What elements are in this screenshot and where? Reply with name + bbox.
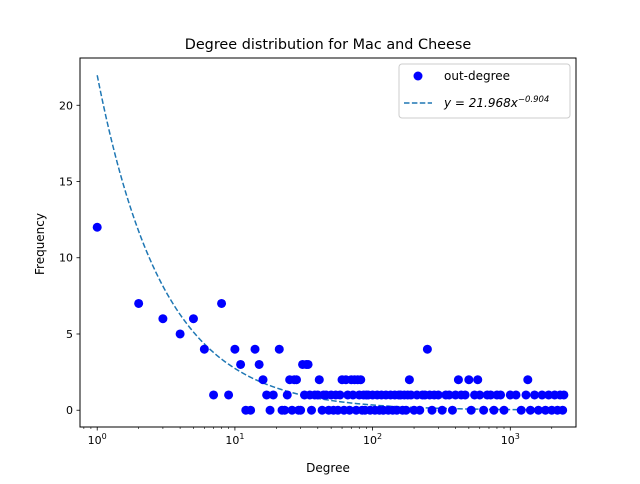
data-point-3 [175, 329, 185, 339]
data-point-0 [92, 222, 102, 232]
data-point-16 [262, 390, 272, 400]
data-point-94 [433, 390, 443, 400]
x-tick-base-1: 10 [225, 434, 239, 447]
data-point-104 [466, 405, 476, 415]
data-point-37 [314, 375, 324, 385]
data-point-110 [486, 390, 496, 400]
data-point-119 [523, 375, 533, 385]
data-point-113 [496, 390, 506, 400]
data-point-97 [444, 390, 454, 400]
legend-marker-out-degree [413, 71, 423, 81]
data-point-130 [558, 405, 568, 415]
x-tick-label-3: 103 [501, 432, 520, 447]
data-point-92 [427, 405, 437, 415]
data-point-24 [287, 405, 297, 415]
data-point-2 [158, 314, 168, 324]
data-point-106 [473, 375, 483, 385]
data-point-58 [356, 375, 366, 385]
x-tick-exp-2: 2 [377, 432, 382, 441]
data-point-18 [268, 390, 278, 400]
axes-frame [79, 57, 577, 428]
data-point-28 [296, 405, 306, 415]
data-point-38 [317, 405, 327, 415]
data-point-116 [511, 390, 521, 400]
data-point-6 [209, 390, 219, 400]
legend-label-fit-exponent: −0.904 [518, 95, 549, 105]
y-tick-label-2: 10 [59, 252, 73, 265]
data-point-46 [335, 390, 345, 400]
data-point-122 [533, 405, 543, 415]
data-point-103 [464, 375, 474, 385]
legend-label-fit-line: y = 21.968x−0.904 [443, 95, 549, 110]
data-point-32 [303, 359, 313, 369]
data-point-95 [437, 405, 447, 415]
data-point-90 [422, 344, 432, 354]
y-tick-label-0: 0 [66, 404, 73, 417]
x-tick-label-1: 101 [225, 432, 244, 447]
legend-label-out-degree: out-degree [444, 69, 510, 83]
data-point-5 [199, 344, 209, 354]
data-point-22 [282, 390, 292, 400]
data-point-9 [230, 344, 240, 354]
data-point-1 [134, 298, 144, 308]
data-point-114 [499, 405, 509, 415]
data-point-98 [447, 405, 457, 415]
x-axis-label: Degree [306, 461, 350, 475]
data-point-13 [250, 344, 260, 354]
x-tick-label-2: 102 [363, 432, 382, 447]
x-tick-base-3: 10 [501, 434, 515, 447]
data-point-4 [188, 314, 198, 324]
data-point-10 [236, 359, 246, 369]
y-tick-label-1: 5 [66, 328, 73, 341]
data-point-87 [415, 405, 425, 415]
chart-title: Degree distribution for Mac and Cheese [185, 37, 472, 53]
x-tick-exp-0: 0 [102, 432, 107, 441]
data-point-14 [254, 359, 264, 369]
x-tick-label-0: 100 [88, 432, 107, 447]
data-point-131 [559, 390, 569, 400]
data-point-117 [516, 405, 526, 415]
legend-label-fit-prefix: y = 21.968x [443, 96, 519, 110]
data-point-124 [540, 405, 550, 415]
data-point-34 [307, 405, 317, 415]
data-point-111 [489, 405, 499, 415]
data-point-121 [530, 390, 540, 400]
x-tick-exp-3: 3 [515, 432, 520, 441]
data-point-53 [348, 390, 358, 400]
data-point-7 [217, 298, 227, 308]
legend-box [398, 63, 571, 119]
y-tick-label-4: 20 [59, 99, 73, 112]
y-tick-label-3: 15 [59, 176, 73, 189]
data-point-120 [525, 405, 535, 415]
data-point-51 [345, 405, 355, 415]
data-point-108 [479, 405, 489, 415]
data-point-17 [265, 405, 275, 415]
data-point-107 [475, 390, 485, 400]
data-point-15 [258, 375, 268, 385]
x-tick-exp-1: 1 [239, 432, 244, 441]
data-point-118 [521, 390, 531, 400]
data-point-83 [404, 375, 414, 385]
data-point-123 [537, 390, 547, 400]
data-point-102 [460, 390, 470, 400]
data-point-12 [246, 405, 256, 415]
data-point-19 [274, 344, 284, 354]
data-point-81 [401, 405, 411, 415]
data-point-26 [291, 375, 301, 385]
data-point-21 [280, 405, 290, 415]
y-axis-label: Frequency [33, 213, 47, 275]
legend: out-degree y = 21.968x−0.904 [398, 63, 571, 119]
data-point-8 [224, 390, 234, 400]
x-tick-base-0: 10 [88, 434, 102, 447]
data-point-100 [453, 375, 463, 385]
x-tick-base-2: 10 [363, 434, 377, 447]
